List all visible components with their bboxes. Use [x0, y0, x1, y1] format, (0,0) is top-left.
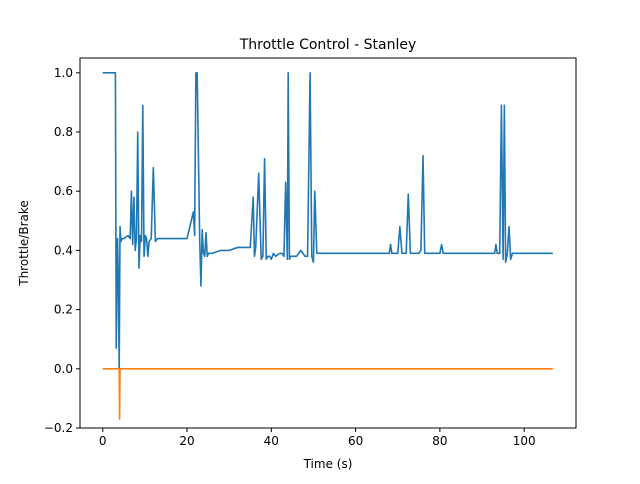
- y-tick-label: 1.0: [54, 66, 73, 80]
- y-tick-label: 0.4: [54, 243, 73, 257]
- y-tick-label: 0.0: [54, 362, 73, 376]
- x-tick-label: 40: [264, 434, 279, 448]
- y-tick-label: −0.2: [44, 421, 73, 435]
- x-tick-label: 60: [348, 434, 363, 448]
- y-axis-label: Throttle/Brake: [17, 200, 31, 287]
- y-tick-label: 0.8: [54, 125, 73, 139]
- x-tick-label: 100: [513, 434, 536, 448]
- x-tick-label: 20: [179, 434, 194, 448]
- chart-title: Throttle Control - Stanley: [239, 37, 417, 53]
- x-axis-label: Time (s): [303, 457, 353, 471]
- series-line-1: [102, 72, 553, 370]
- y-tick-label: 0.2: [54, 303, 73, 317]
- y-tick-label: 0.6: [54, 184, 73, 198]
- x-tick-label: 0: [99, 434, 107, 448]
- plot-frame: [79, 57, 577, 429]
- x-tick-label: 80: [432, 434, 447, 448]
- series-line-2: [102, 367, 553, 420]
